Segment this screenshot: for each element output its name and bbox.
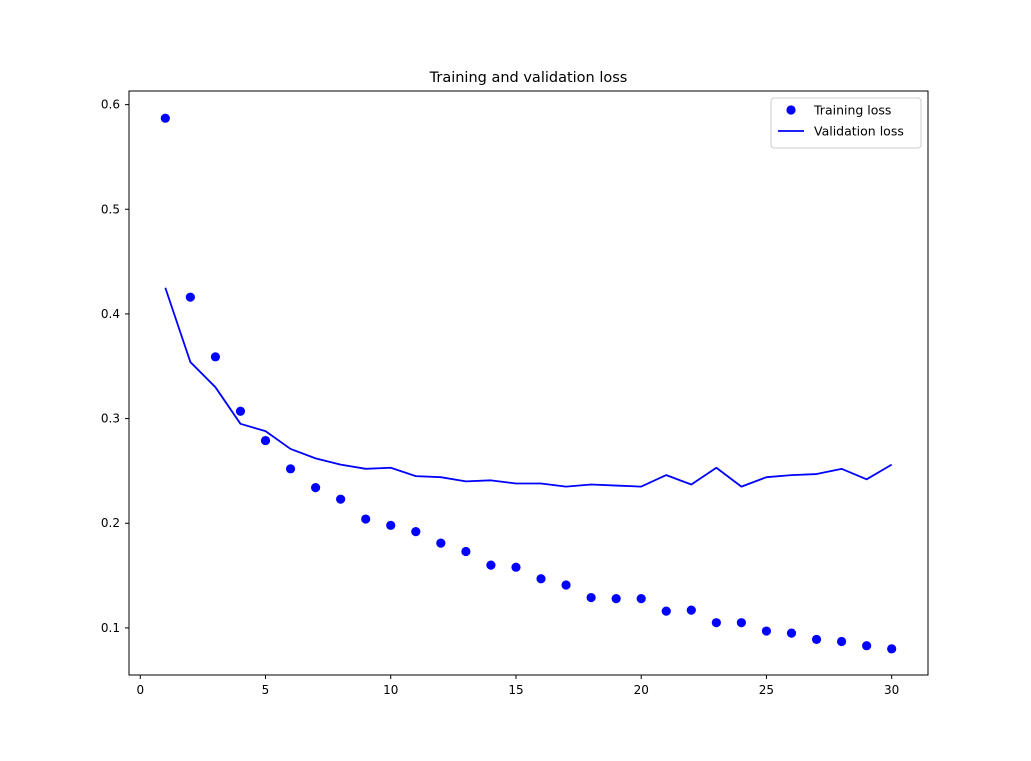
training-loss-point	[361, 514, 371, 524]
x-tick-label: 20	[634, 683, 649, 697]
training-loss-point	[862, 641, 872, 651]
y-tick-label: 0.6	[101, 98, 120, 112]
axes-frame	[128, 90, 929, 676]
y-tick-label: 0.5	[101, 202, 120, 216]
training-loss-point	[736, 618, 746, 628]
training-loss-point	[661, 606, 671, 616]
legend-label: Validation loss	[814, 124, 904, 139]
x-tick-label: 5	[262, 683, 270, 697]
training-loss-point	[686, 605, 696, 615]
training-loss-point	[536, 574, 546, 584]
legend-box	[770, 97, 922, 149]
training-loss-point	[336, 494, 346, 504]
x-tick-label: 10	[383, 683, 398, 697]
training-loss-point	[586, 592, 596, 603]
x-tick-label: 30	[884, 683, 899, 697]
training-loss-point	[836, 636, 847, 647]
training-loss-point	[786, 628, 797, 638]
training-loss-point	[210, 352, 221, 362]
training-loss-point	[711, 618, 721, 628]
training-loss-point	[260, 435, 271, 446]
x-tick-label: 0	[136, 683, 144, 697]
x-tick-label: 25	[759, 683, 774, 697]
legend-marker-swatch	[786, 105, 796, 115]
training-loss-point	[511, 562, 521, 572]
training-loss-point	[311, 483, 321, 493]
legend-label: Training loss	[813, 103, 891, 118]
y-tick-label: 0.2	[101, 516, 120, 530]
training-loss-point	[636, 593, 646, 604]
y-tick-label: 0.1	[101, 621, 120, 635]
validation-loss-line	[164, 287, 893, 488]
training-loss-point	[611, 593, 621, 604]
training-loss-point	[887, 644, 897, 654]
training-loss-point	[561, 580, 571, 590]
training-loss-point	[185, 292, 195, 302]
training-loss-point	[160, 113, 170, 123]
training-loss-point	[761, 626, 772, 636]
y-tick-label: 0.3	[101, 412, 120, 426]
training-loss-point	[486, 560, 496, 570]
training-loss-point	[235, 406, 246, 416]
training-loss-point	[386, 520, 396, 530]
x-tick-label: 15	[508, 683, 523, 697]
training-loss-point	[411, 527, 421, 537]
training-loss-point	[436, 538, 446, 548]
training-loss-point	[285, 464, 296, 474]
training-loss-point	[811, 634, 822, 645]
chart-title: Training and validation loss	[429, 70, 628, 86]
y-tick-label: 0.4	[101, 307, 120, 321]
training-loss-point	[461, 546, 471, 557]
